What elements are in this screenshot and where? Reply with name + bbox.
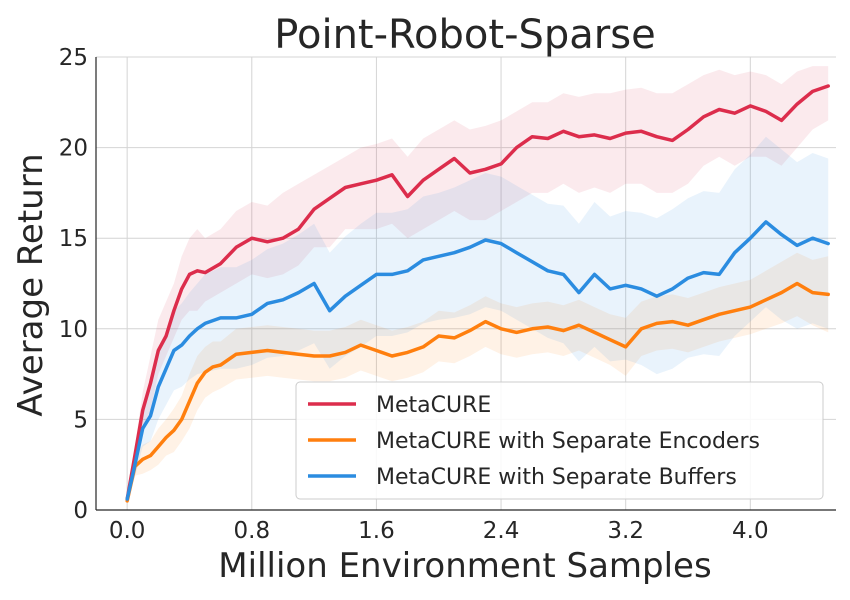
x-tick-label: 4.0 [732,518,769,544]
legend-label-separate-encoders: MetaCURE with Separate Encoders [376,429,760,454]
legend-label-metacure: MetaCURE [376,393,491,418]
y-tick-label: 0 [73,498,88,524]
y-tick-label: 20 [59,136,88,162]
axes [95,57,836,511]
y-tick-label: 10 [59,317,88,343]
band-metacure-with-separate-buffers [127,136,829,501]
y-tick-label: 15 [59,226,88,252]
y-axis-title: Average Return [11,153,51,416]
line-metacure [125,84,830,501]
tick-labels: 0.0 0.8 1.6 2.4 3.2 4.0 0 5 10 15 20 25 [59,45,769,544]
x-tick-label: 1.6 [358,518,395,544]
x-tick-label: 0.8 [234,518,271,544]
x-tick-label: 2.4 [483,518,520,544]
series-lines [125,84,830,503]
y-tick-label: 25 [59,45,88,71]
chart-title: Point-Robot-Sparse [274,12,655,58]
x-tick-label: 3.2 [607,518,644,544]
y-tick-label: 5 [73,407,88,433]
legend-box [295,381,824,500]
x-axis-title: Million Environment Samples [218,546,711,586]
band-metacure-with-separate-encoders [127,252,829,503]
confidence-bands [127,66,829,503]
x-tick-label: 0.0 [109,518,146,544]
line-metacure-with-separate-encoders [125,281,830,503]
legend: MetaCURE MetaCURE with Separate Encoders… [295,381,824,500]
band-metacure [127,66,829,501]
line-metacure-with-separate-buffers [125,220,830,501]
legend-label-separate-buffers: MetaCURE with Separate Buffers [376,465,737,490]
